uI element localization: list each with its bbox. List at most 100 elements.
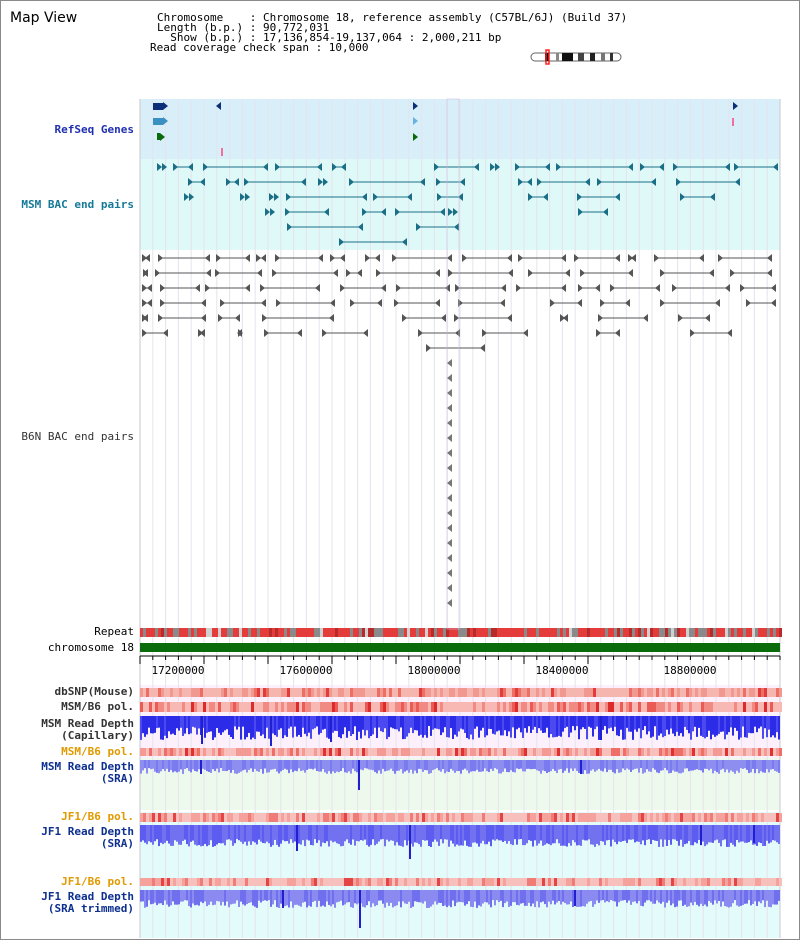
heat-cell	[416, 878, 419, 886]
heat-cell	[146, 878, 149, 886]
depth-bar	[774, 760, 776, 771]
msm-capillary-depth[interactable]	[140, 716, 780, 746]
depth-bar	[158, 760, 160, 774]
depth-bar	[690, 760, 692, 771]
bac-end-marker	[556, 163, 561, 171]
chromosome-bar[interactable]	[140, 643, 780, 652]
repeat-segment	[713, 628, 716, 637]
msm-bac-track[interactable]	[157, 163, 778, 246]
depth-bar	[682, 716, 684, 737]
depth-bar	[534, 760, 536, 769]
depth-bar	[634, 890, 636, 902]
depth-bar	[140, 760, 142, 774]
heat-cell	[671, 688, 674, 697]
depth-bar	[446, 760, 448, 772]
heat-cell	[155, 702, 158, 712]
heat-cell	[776, 702, 779, 712]
depth-bar	[220, 825, 222, 844]
depth-bar	[364, 760, 366, 769]
depth-bar	[570, 760, 572, 769]
b6n-bac-track[interactable]	[142, 254, 776, 607]
heat-cell	[392, 702, 395, 712]
heat-cell	[584, 702, 587, 712]
heat-cell	[308, 813, 311, 822]
dbsnp-heatmap[interactable]	[140, 688, 782, 697]
heat-cell	[506, 688, 509, 697]
depth-bar	[378, 890, 380, 901]
bac-end-marker	[705, 314, 710, 322]
depth-bar	[502, 890, 504, 908]
depth-bar	[492, 760, 494, 771]
heat-cell	[215, 688, 218, 697]
heat-cell	[485, 748, 488, 756]
repeat-segment	[632, 628, 635, 637]
heat-cell	[539, 878, 542, 886]
depth-bar	[324, 716, 326, 729]
jf1-b6-pol-heatmap-1[interactable]	[140, 813, 782, 822]
gene-arrow	[160, 133, 165, 141]
depth-bar	[524, 716, 526, 729]
repeat-segment	[695, 628, 698, 637]
heat-cell	[593, 688, 596, 697]
heat-cell	[704, 688, 707, 697]
chromosome-label: chromosome 18	[47, 641, 134, 654]
heat-cell	[470, 748, 473, 756]
bac-end-marker	[447, 509, 452, 517]
depth-bar	[438, 760, 440, 771]
repeat-segment	[551, 628, 554, 637]
bac-end-marker	[628, 269, 633, 277]
repeat-band[interactable]	[140, 628, 782, 637]
msm-b6-pol-heatmap-1[interactable]	[140, 702, 782, 712]
depth-bar	[612, 716, 614, 732]
chromosome-ideogram[interactable]	[530, 49, 622, 65]
depth-bar	[648, 716, 650, 732]
heat-cell	[578, 748, 581, 756]
heat-cell	[446, 878, 449, 886]
heat-cell	[140, 702, 143, 712]
repeat-segment	[746, 628, 749, 637]
depth-bar	[684, 716, 686, 727]
bac-end-marker	[615, 193, 620, 201]
depth-bar	[440, 760, 442, 772]
msm-sra-depth[interactable]	[140, 760, 780, 790]
heat-cell	[431, 688, 434, 697]
depth-bar	[612, 890, 614, 901]
depth-bar	[724, 716, 726, 740]
bac-end-marker	[200, 178, 205, 186]
depth-bar	[642, 716, 644, 731]
depth-bar	[362, 716, 364, 730]
refseq-genes-track[interactable]	[153, 102, 738, 156]
bac-end-marker	[631, 254, 636, 262]
depth-bar	[734, 716, 736, 728]
gene-arrow	[733, 102, 738, 110]
bac-end-marker	[318, 254, 323, 262]
msm-b6-pol-heatmap-2[interactable]	[140, 748, 782, 756]
depth-bar	[426, 716, 428, 738]
depth-bar	[274, 716, 276, 736]
heat-cell	[464, 813, 467, 822]
depth-bar	[230, 890, 232, 905]
heat-cell	[476, 813, 479, 822]
jf1-sra-trimmed-depth[interactable]	[140, 890, 780, 928]
depth-bar	[262, 760, 264, 774]
repeat-segment	[578, 628, 581, 637]
heat-cell	[590, 688, 593, 697]
heat-cell	[419, 702, 422, 712]
heat-cell	[146, 688, 149, 697]
depth-bar	[616, 716, 618, 736]
heat-cell	[392, 878, 395, 886]
depth-bar	[378, 760, 380, 771]
bac-end-marker	[234, 178, 239, 186]
bac-end-marker	[595, 284, 600, 292]
jf1-sra-depth[interactable]	[140, 825, 780, 859]
depth-bar	[684, 760, 686, 769]
heat-cell	[593, 878, 596, 886]
heat-cell	[431, 748, 434, 756]
depth-bar	[622, 890, 624, 901]
depth-bar	[240, 716, 242, 740]
depth-bar	[282, 716, 284, 739]
heat-cell	[272, 878, 275, 886]
depth-bar	[224, 716, 226, 731]
jf1-b6-pol-heatmap-2[interactable]	[140, 878, 782, 886]
